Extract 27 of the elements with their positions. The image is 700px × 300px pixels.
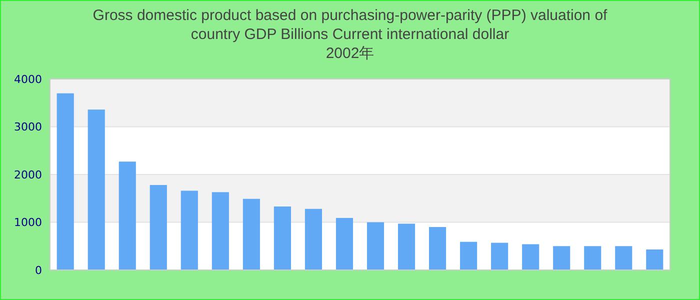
bar — [460, 242, 478, 270]
bar — [150, 185, 167, 270]
bar — [553, 246, 570, 270]
bar — [429, 227, 446, 270]
bar — [118, 162, 136, 270]
bar — [242, 198, 260, 270]
bar — [491, 242, 508, 270]
bar — [366, 222, 384, 270]
bar — [398, 224, 416, 270]
y-tick-label: 2000 — [14, 168, 42, 182]
bar — [522, 244, 540, 270]
bar — [180, 190, 198, 270]
bar — [304, 208, 322, 270]
bar — [56, 93, 74, 270]
chart-subtitle: 2002年 — [326, 45, 374, 62]
bar — [336, 218, 354, 270]
bar — [88, 110, 105, 270]
y-tick-label: 3000 — [14, 120, 42, 134]
chart-title: Gross domestic product based on purchasing-power-parity (PPP) valuation of country GDP Billions Current international dollar — [92, 7, 608, 43]
y-tick-label: 4000 — [14, 72, 42, 86]
bar — [615, 246, 632, 270]
bar — [584, 246, 602, 270]
bar — [274, 206, 291, 270]
bar — [212, 192, 229, 270]
y-tick-label: 1000 — [14, 216, 42, 230]
y-tick-label: 0 — [35, 264, 42, 277]
bar — [646, 249, 664, 270]
